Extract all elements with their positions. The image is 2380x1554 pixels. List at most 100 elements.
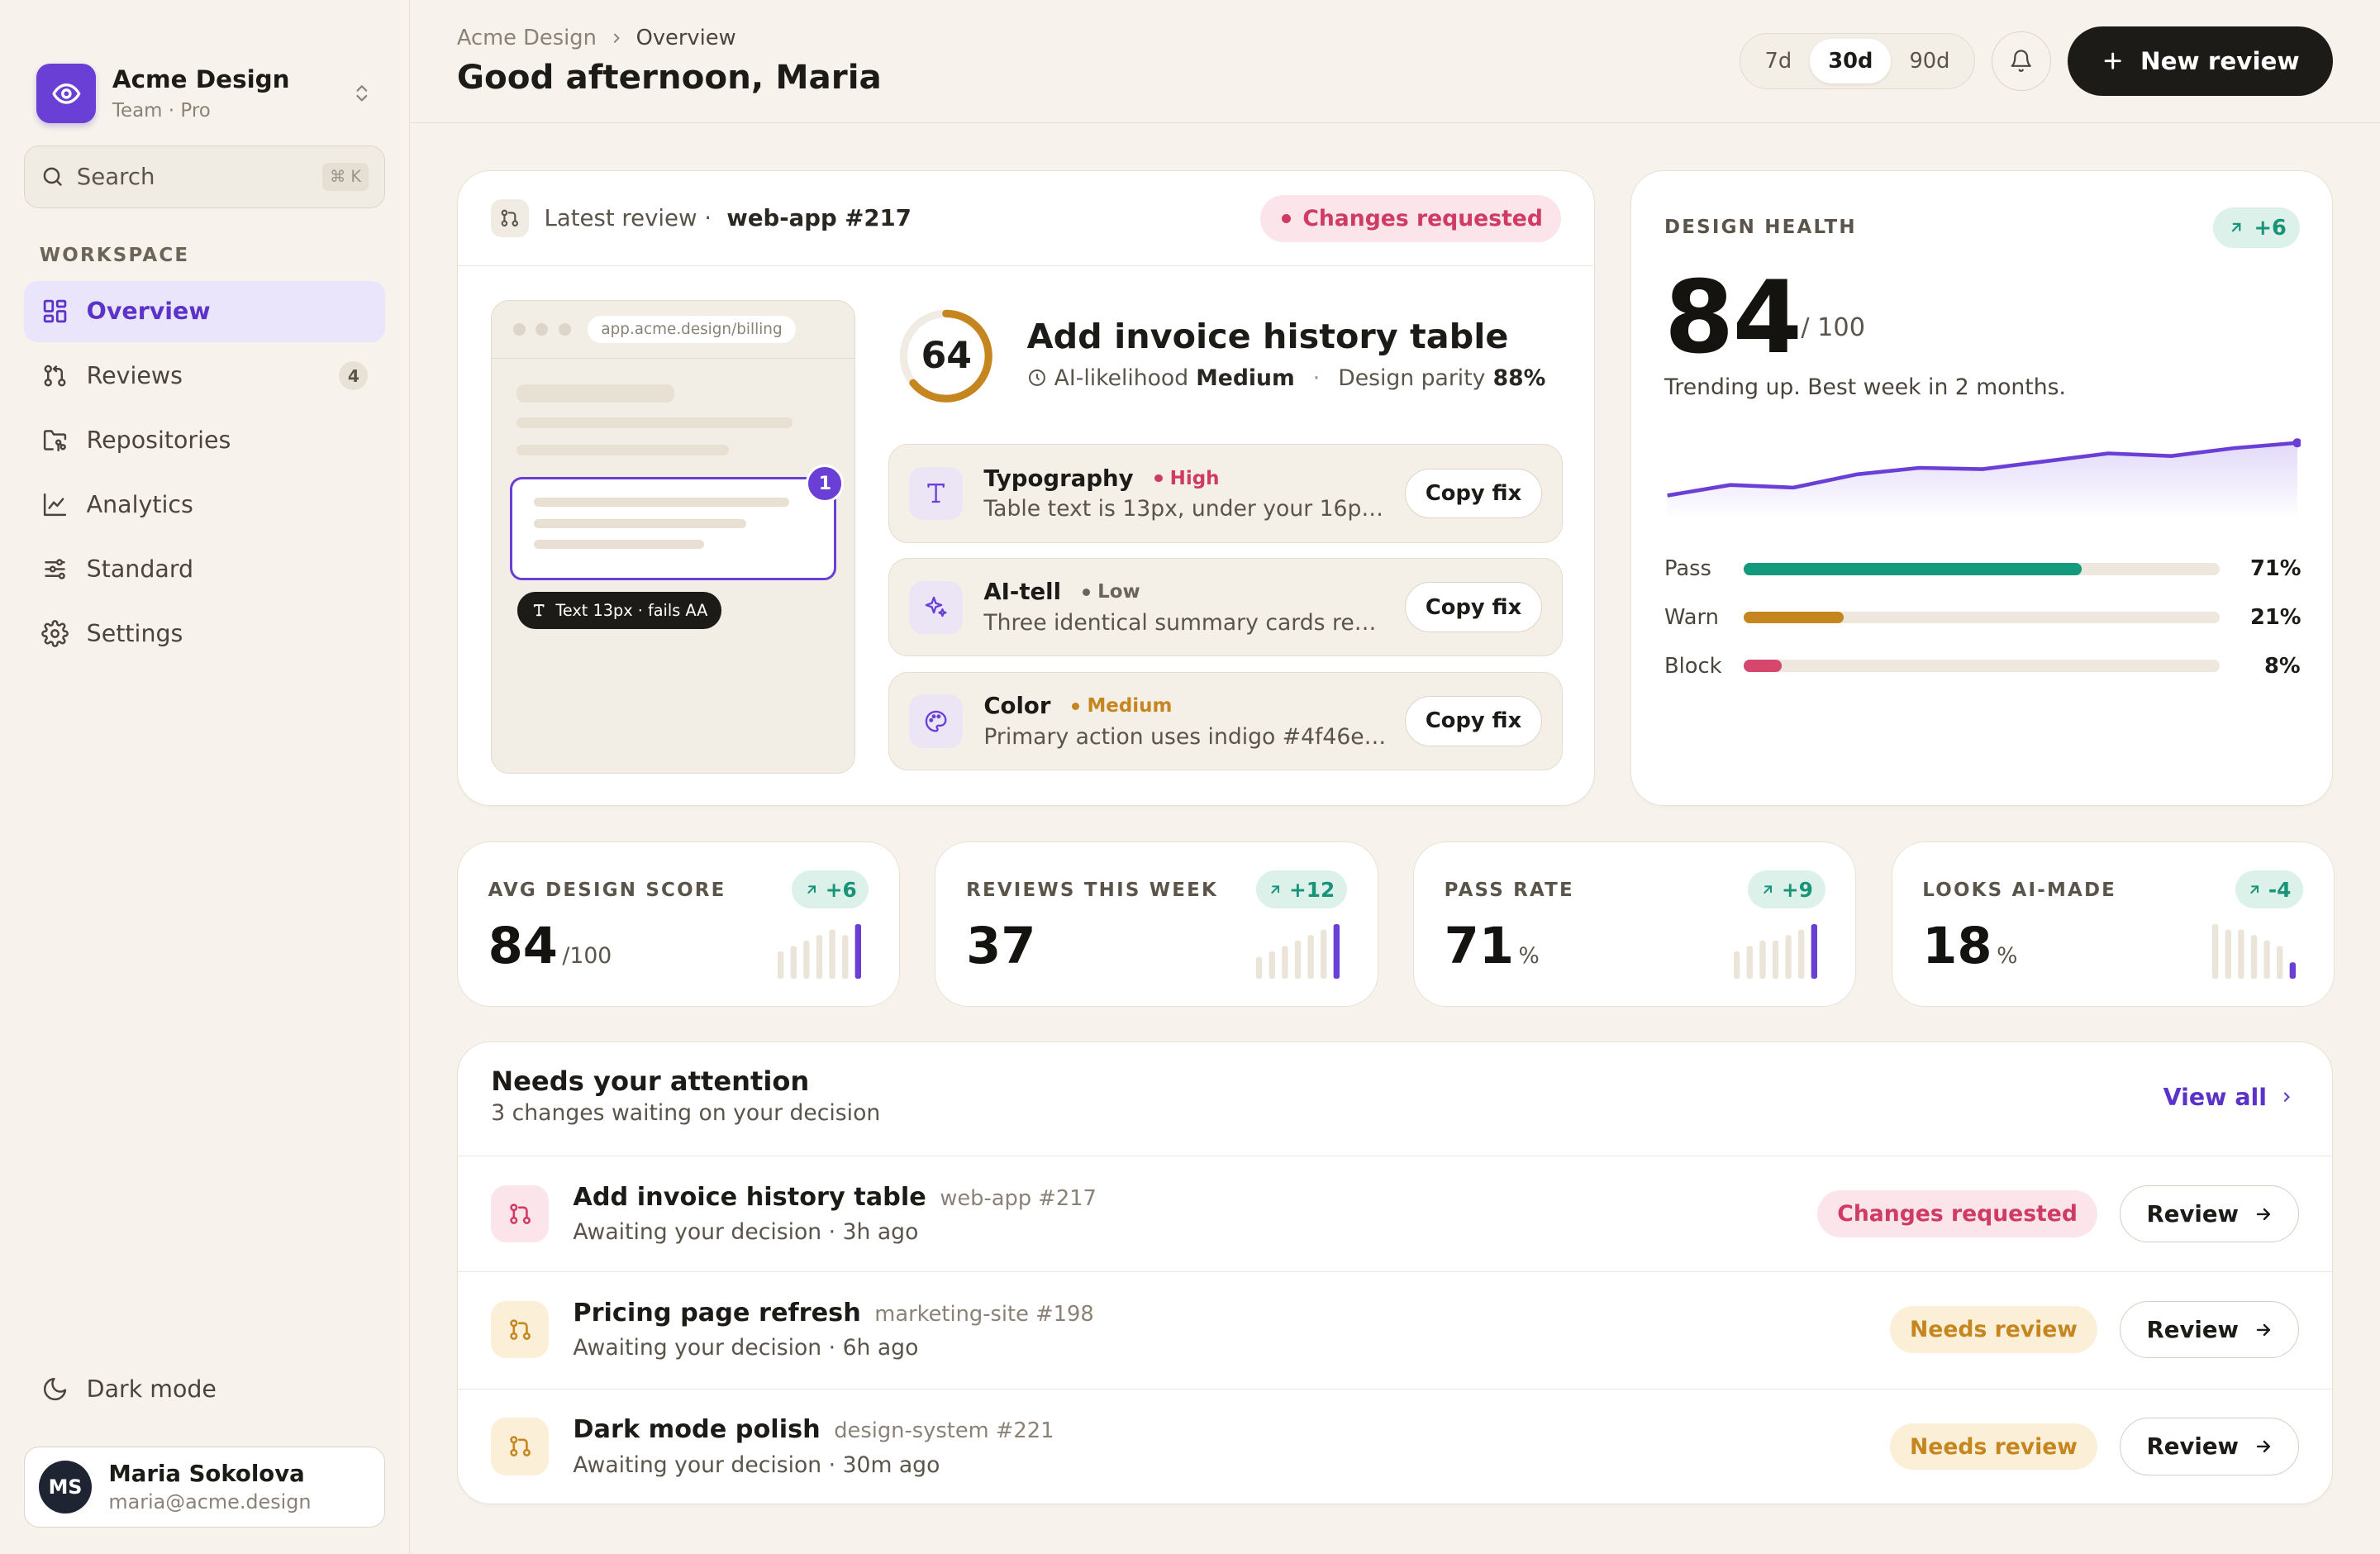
kpi-value: 37 — [966, 918, 1036, 976]
arrow-up-right-icon — [1760, 882, 1775, 897]
sidebar-item-repositories[interactable]: Repositories — [24, 410, 384, 470]
kpi-value: 84 — [488, 918, 558, 976]
review-title[interactable]: Add invoice history table — [1026, 317, 1509, 357]
placeholder-line — [533, 497, 789, 507]
kpi-bar — [1282, 946, 1288, 979]
grid-icon — [41, 298, 69, 325]
screen-preview[interactable]: app.acme.design/billing 1 Text 13px · fa… — [491, 299, 856, 774]
breadcrumb-workspace[interactable]: Acme Design — [456, 26, 597, 51]
design-health-max: / 100 — [1801, 313, 1865, 343]
dark-mode-toggle[interactable]: Dark mode — [24, 1375, 217, 1403]
kpi-mini-bars — [2211, 923, 2296, 979]
finding-title: AI-tell — [983, 579, 1062, 606]
review-button[interactable]: Review — [2120, 1300, 2299, 1359]
view-all-link[interactable]: View all — [2163, 1084, 2295, 1111]
eye-icon — [36, 64, 96, 123]
row-title: Dark mode polish — [573, 1415, 821, 1445]
kpi-bar — [2289, 961, 2296, 979]
notifications-button[interactable] — [1992, 31, 2051, 91]
workspace-switcher[interactable]: Acme Design Team · Pro — [24, 0, 384, 145]
design-parity-label: Design parity — [1338, 365, 1486, 391]
row-subtitle: Awaiting your decision · 3h ago — [573, 1219, 919, 1246]
new-review-label: New review — [2140, 46, 2300, 75]
chevrons-up-down-icon — [351, 83, 373, 104]
table-row[interactable]: Pricing page refresh marketing-site #198 … — [457, 1271, 2332, 1387]
kpi-trend: +12 — [1289, 877, 1335, 902]
bar-percent: 21% — [2249, 604, 2301, 630]
placeholder-line — [533, 540, 704, 550]
kpi-bar — [854, 923, 862, 979]
git-pull-request-icon — [491, 1300, 550, 1359]
kpi-bar — [1746, 946, 1754, 979]
kpi-bar — [1759, 940, 1766, 979]
kpi-label: REVIEWS THIS WEEK — [966, 879, 1218, 902]
page-title: Good afternoon, Maria — [456, 56, 882, 97]
arrow-up-right-icon — [804, 882, 819, 897]
sparkline-area — [1667, 442, 2297, 521]
sidebar-item-label: Reviews — [86, 362, 183, 390]
range-option-7d[interactable]: 7d — [1764, 48, 1792, 74]
gear-icon — [40, 620, 69, 648]
table-row[interactable]: Dark mode polish design-system #221 Await… — [457, 1388, 2332, 1504]
issue-marker[interactable]: 1 — [806, 465, 845, 503]
review-score-ring: 64 — [897, 307, 995, 405]
copy-fix-button[interactable]: Copy fix — [1405, 696, 1543, 746]
section-subtitle: 3 changes waiting on your decision — [491, 1099, 881, 1126]
kpi-label: AVG DESIGN SCORE — [488, 879, 726, 902]
kpi-bar — [778, 951, 784, 979]
review-button[interactable]: Review — [2120, 1418, 2299, 1475]
kpi-trend: -4 — [2268, 877, 2292, 902]
severity-badge: Medium — [1072, 695, 1172, 717]
kpi-bar — [1269, 951, 1275, 979]
finding-title: Typography — [983, 465, 1134, 492]
review-score: 64 — [921, 335, 972, 378]
copy-fix-button[interactable]: Copy fix — [1405, 468, 1543, 519]
latest-review-ref[interactable]: web-app #217 — [726, 205, 912, 232]
sidebar-item-standard[interactable]: Standard — [24, 539, 384, 599]
sparkline-endpoint — [2292, 437, 2301, 447]
workspace-name: Acme Design — [112, 65, 290, 94]
kpi-bar — [2250, 934, 2258, 979]
status-badge: Needs review — [1890, 1423, 2097, 1471]
sidebar-item-reviews[interactable]: Reviews 4 — [24, 346, 384, 406]
dark-mode-label: Dark mode — [86, 1375, 217, 1404]
kpi-reviews-this-week: REVIEWS THIS WEEK +12 37 — [935, 841, 1378, 1007]
workspace-plan: Team · Pro — [112, 99, 211, 122]
design-health-label: DESIGN HEALTH — [1664, 216, 1857, 238]
severity-label: Low — [1097, 581, 1140, 603]
range-option-90d[interactable]: 90d — [1909, 48, 1950, 74]
review-button-label: Review — [2146, 1200, 2239, 1227]
review-button-label: Review — [2146, 1433, 2239, 1461]
search-placeholder: Search — [76, 163, 155, 190]
separator-dot: · — [1312, 365, 1321, 391]
arrow-right-icon — [2254, 1320, 2273, 1340]
bar-track — [1743, 562, 2221, 575]
sidebar-item-overview[interactable]: Overview — [24, 281, 385, 342]
highlighted-region[interactable] — [510, 476, 837, 580]
new-review-button[interactable]: New review — [2067, 26, 2333, 97]
kpi-unit: % — [1518, 943, 1540, 970]
health-bar-warn: Warn 21% — [1664, 605, 2301, 630]
kpi-trend-badge: +6 — [792, 870, 869, 909]
bar-label: Block — [1664, 653, 1722, 679]
copy-fix-button[interactable]: Copy fix — [1405, 582, 1543, 633]
review-button[interactable]: Review — [2120, 1185, 2299, 1243]
finding-description: Table text is 13px, under your 16px fl..… — [983, 496, 1388, 522]
window-dot — [512, 322, 526, 336]
sidebar-item-settings[interactable]: Settings — [24, 603, 384, 664]
user-menu[interactable]: MS Maria Sokolova maria@acme.design — [24, 1447, 385, 1528]
sidebar-item-analytics[interactable]: Analytics — [24, 474, 384, 535]
arrow-right-icon — [2254, 1437, 2273, 1456]
bar-fill — [1743, 660, 1782, 673]
severity-label: Medium — [1087, 695, 1173, 717]
range-option-30d[interactable]: 30d — [1810, 39, 1892, 83]
kpi-label: LOOKS AI-MADE — [1922, 879, 2117, 902]
kpi-bar — [1333, 923, 1340, 979]
search-input[interactable]: Search ⌘ K — [24, 145, 385, 208]
kpi-bar — [2211, 923, 2219, 979]
table-row[interactable]: Add invoice history table web-app #217 Aw… — [458, 1156, 2332, 1272]
row-ref: design-system #221 — [834, 1418, 1054, 1444]
latest-review-card: Latest review · web-app #217 Changes req… — [456, 169, 1596, 807]
row-ref: web-app #217 — [940, 1185, 1097, 1211]
kpi-bar — [2238, 929, 2244, 979]
